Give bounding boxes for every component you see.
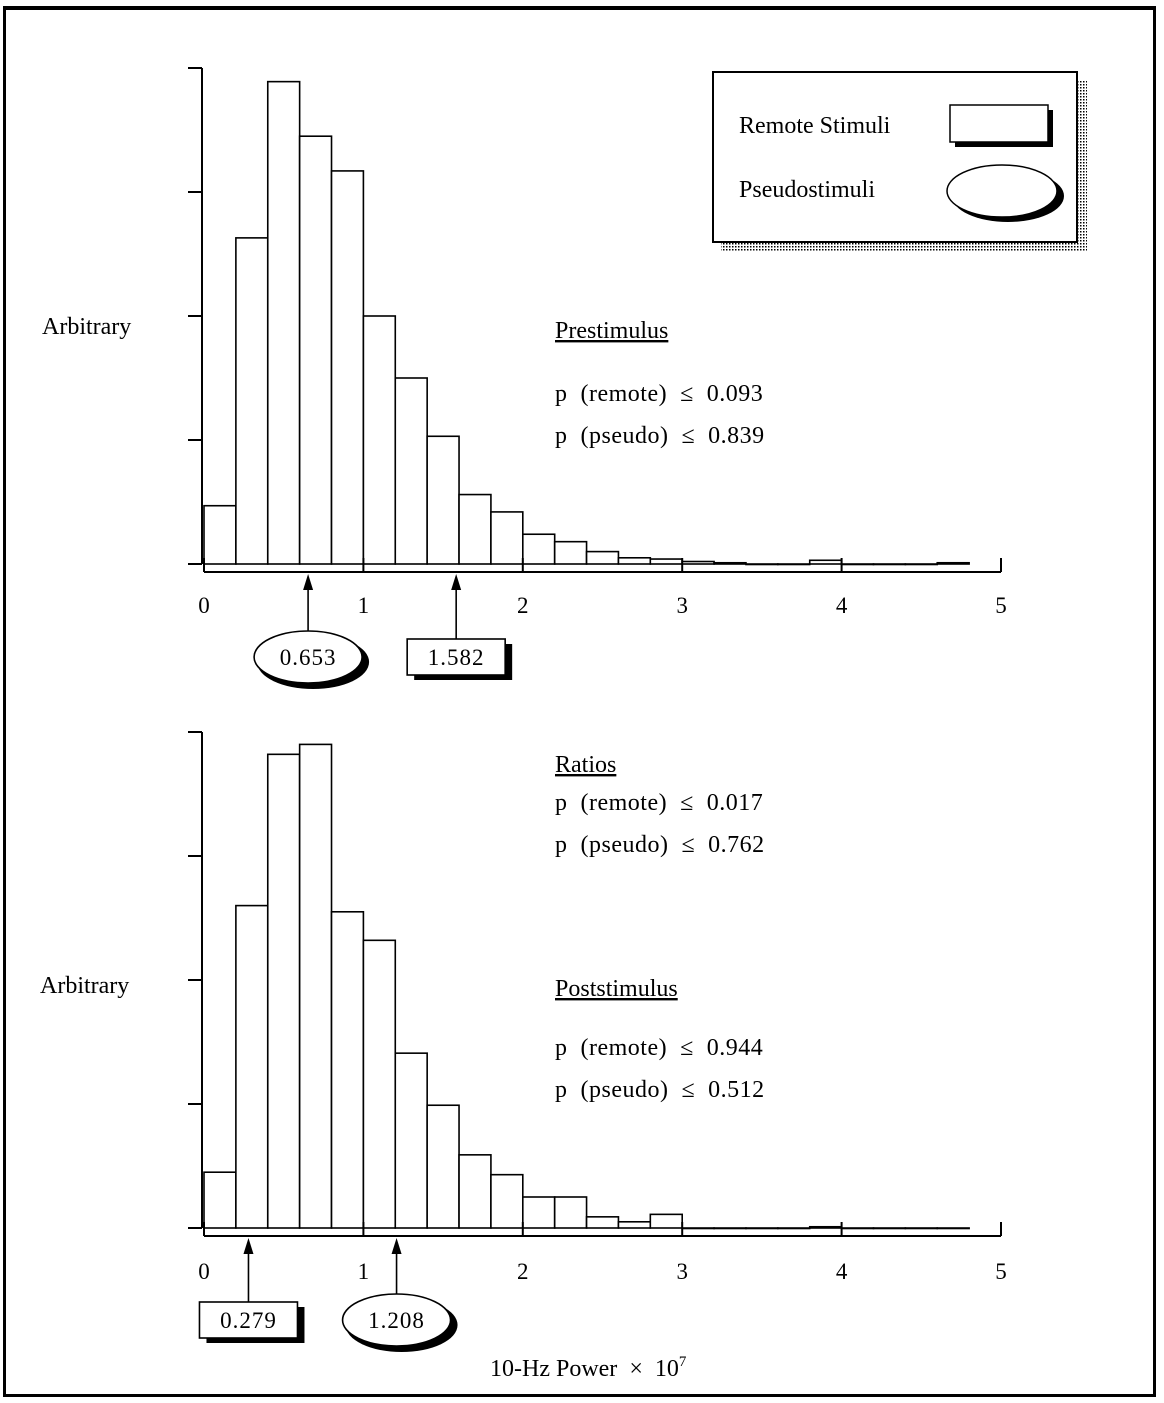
prestimulus-p-remote: p (remote) ≤ 0.093	[555, 381, 763, 407]
x-tick-label: 0	[198, 1259, 210, 1284]
histogram-bar	[649, 1213, 684, 1229]
legend-ellipse-symbol	[946, 164, 1058, 218]
histogram-bar	[617, 556, 652, 565]
histogram-bar	[553, 540, 588, 565]
histogram-bar	[777, 1227, 811, 1230]
x-tick-label: 1	[358, 593, 370, 618]
ratios-p-remote: p (remote) ≤ 0.017	[555, 790, 763, 816]
histogram-bar	[394, 1052, 428, 1229]
x-axis-title: 10-Hz Power × 107	[490, 1354, 687, 1382]
poststimulus-p-pseudo: p (pseudo) ≤ 0.512	[555, 1077, 765, 1103]
legend-rect-symbol	[949, 104, 1049, 143]
x-tick-label: 2	[517, 1259, 529, 1284]
x-tick-label: 4	[836, 593, 848, 618]
histogram-bar	[266, 753, 301, 1229]
marker-arrow-head	[451, 574, 462, 590]
figure-frame	[3, 6, 1156, 1397]
prestimulus-p-pseudo: p (pseudo) ≤ 0.839	[555, 423, 765, 449]
histogram-bar	[203, 1171, 237, 1229]
histogram-bar	[713, 561, 747, 565]
bottom-y-axis-label: Arbitrary	[40, 973, 129, 999]
histogram-bar	[585, 1216, 620, 1229]
histogram-bar	[681, 1227, 715, 1230]
histogram-bar	[521, 533, 556, 565]
histogram-bar	[521, 1196, 556, 1229]
histogram-bar	[649, 558, 684, 565]
poststimulus-histogram: 0 1 2 3 4 5 0.279 1.208	[188, 731, 1007, 1352]
marker-callout-box	[406, 638, 506, 676]
histogram-bar	[745, 1227, 779, 1230]
prestimulus-histogram: 0 1 2 3 4 5 0.653 1.582	[188, 67, 1007, 689]
marker-arrow-head	[303, 574, 314, 590]
histogram-bar	[330, 170, 365, 565]
x-tick-label: 4	[836, 1259, 848, 1284]
marker-callout-box	[198, 1301, 299, 1339]
histogram-bar	[362, 939, 397, 1229]
histogram-bar	[458, 493, 492, 565]
histogram-bar	[904, 563, 939, 566]
poststimulus-heading: Poststimulus	[555, 976, 678, 1002]
marker-callout-label: 0.279	[220, 1308, 277, 1333]
histogram-bar	[872, 563, 907, 566]
histogram-bar	[203, 504, 237, 565]
poststimulus-p-remote: p (remote) ≤ 0.944	[555, 1035, 763, 1061]
histogram-bar	[840, 1227, 875, 1230]
legend-pseudo-label: Pseudostimuli	[739, 177, 875, 203]
histogram-bar	[585, 550, 620, 565]
marker-callout-ellipse	[253, 630, 363, 684]
histogram-bar	[777, 563, 811, 566]
histogram-bar	[362, 315, 397, 565]
histogram-bar	[872, 1227, 907, 1230]
ratios-heading: Ratios	[555, 752, 616, 778]
histogram-bar	[426, 1104, 460, 1229]
x-tick-label: 5	[995, 1259, 1007, 1284]
histogram-bar	[490, 1173, 524, 1229]
marker-callout-label: 1.582	[428, 645, 485, 670]
histogram-bar	[394, 377, 428, 565]
histogram-bar	[298, 743, 333, 1229]
x-tick-label: 2	[517, 593, 529, 618]
marker-arrow-head	[391, 1238, 402, 1254]
histogram-bar	[936, 1227, 970, 1230]
histogram-bar	[235, 237, 269, 565]
histogram-bar	[840, 563, 875, 566]
histogram-bar	[330, 910, 365, 1229]
marker-callout-label: 1.208	[368, 1308, 425, 1333]
histogram-bar	[298, 135, 333, 565]
histogram-bar	[808, 1225, 843, 1229]
marker-callout-ellipse	[341, 1293, 452, 1347]
histogram-bar	[235, 904, 269, 1229]
histogram-bar	[904, 1227, 939, 1230]
x-tick-label: 0	[198, 593, 210, 618]
histogram-bar	[458, 1154, 492, 1229]
histogram-bar	[936, 561, 970, 565]
marker-arrow-head	[243, 1238, 254, 1254]
legend-remote-label: Remote Stimuli	[739, 113, 891, 139]
legend: Remote Stimuli Pseudostimuli	[712, 71, 1087, 252]
histogram-bar	[713, 1227, 747, 1230]
x-tick-label: 3	[676, 593, 688, 618]
histogram-bar	[266, 80, 301, 565]
histogram-bar	[745, 563, 779, 566]
x-tick-label: 5	[995, 593, 1007, 618]
x-tick-label: 1	[358, 1259, 370, 1284]
histogram-bar	[617, 1221, 652, 1229]
histogram-bar	[426, 435, 460, 565]
top-y-axis-label: Arbitrary	[42, 314, 131, 340]
marker-callout-label: 0.653	[280, 645, 337, 670]
prestimulus-heading: Prestimulus	[555, 318, 668, 344]
histogram-bar	[490, 511, 524, 565]
ratios-p-pseudo: p (pseudo) ≤ 0.762	[555, 832, 765, 858]
histogram-bar	[681, 560, 715, 565]
histogram-bar	[553, 1196, 588, 1229]
x-tick-label: 3	[676, 1259, 688, 1284]
histogram-bar	[808, 559, 843, 565]
